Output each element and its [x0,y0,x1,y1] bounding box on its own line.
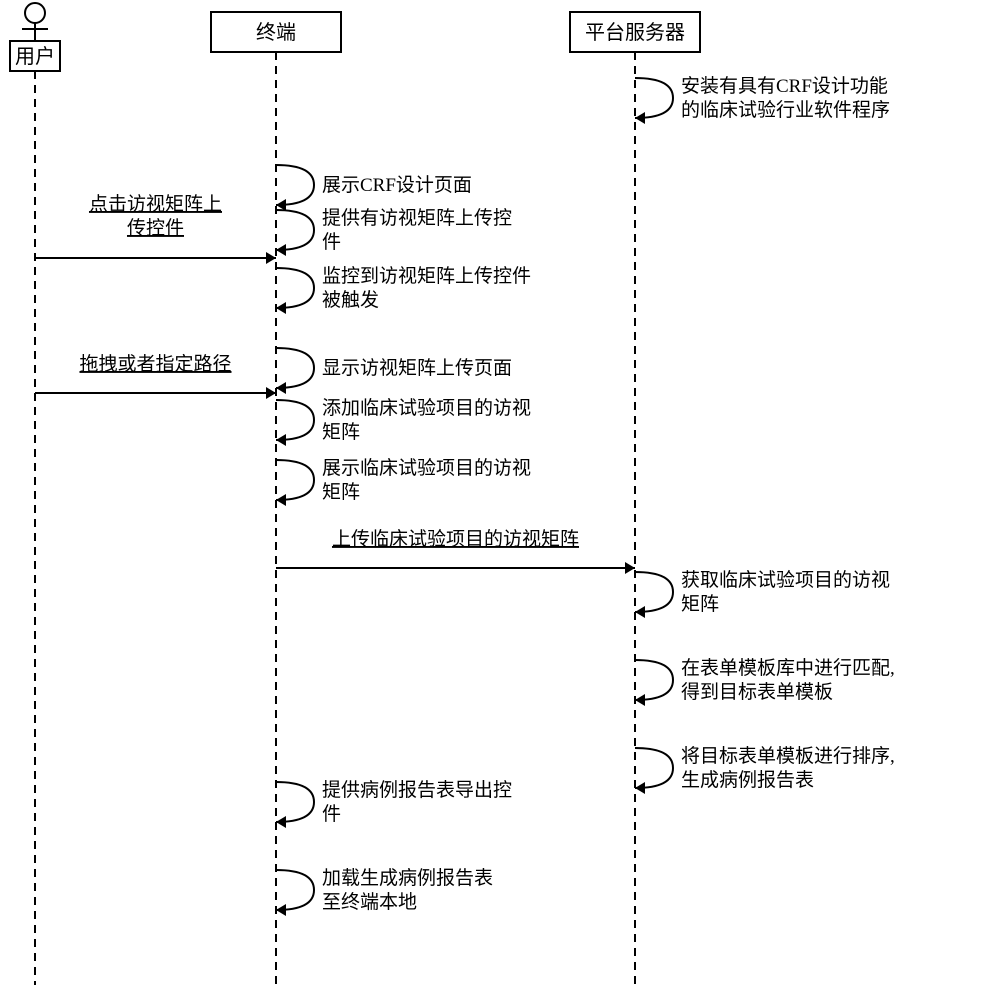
self-message-label: 展示CRF设计页面 [322,174,472,196]
self-message-label: 矩阵 [322,481,360,503]
self-message-label: 在表单模板库中进行匹配, [681,657,895,679]
self-message-label: 获取临床试验项目的访视 [681,569,890,591]
participant-server: 平台服务器 [585,21,685,44]
self-message-label: 件 [322,231,341,253]
arrow-message-label: 传控件 [127,217,184,239]
self-message-label: 监控到访视矩阵上传控件 [322,265,531,287]
arrow-message-label: 拖拽或者指定路径 [79,353,231,375]
self-message-label: 添加临床试验项目的访视 [322,397,531,419]
self-message-label: 被触发 [322,289,379,311]
self-message-label: 得到目标表单模板 [681,681,833,703]
self-message-label: 展示临床试验项目的访视 [322,457,531,479]
self-message-label: 矩阵 [681,593,719,615]
self-message-label: 件 [322,803,341,825]
self-message-label: 提供病例报告表导出控 [322,779,512,801]
participant-terminal: 终端 [256,21,296,44]
participant-user: 用户 [15,45,55,68]
self-message-label: 矩阵 [322,421,360,443]
arrow-message-label: 点击访视矩阵上 [89,193,222,215]
self-message-label: 显示访视矩阵上传页面 [322,357,512,379]
self-message-label: 加载生成病例报告表 [322,867,493,889]
self-message-label: 至终端本地 [322,891,417,913]
self-message-label: 将目标表单模板进行排序, [681,745,895,767]
self-message-label: 安装有具有CRF设计功能 [681,75,888,97]
self-message-label: 生成病例报告表 [681,769,814,791]
self-message-label: 的临床试验行业软件程序 [681,99,890,121]
arrow-message-label: 上传临床试验项目的访视矩阵 [332,528,579,550]
self-message-label: 提供有访视矩阵上传控 [322,207,512,229]
